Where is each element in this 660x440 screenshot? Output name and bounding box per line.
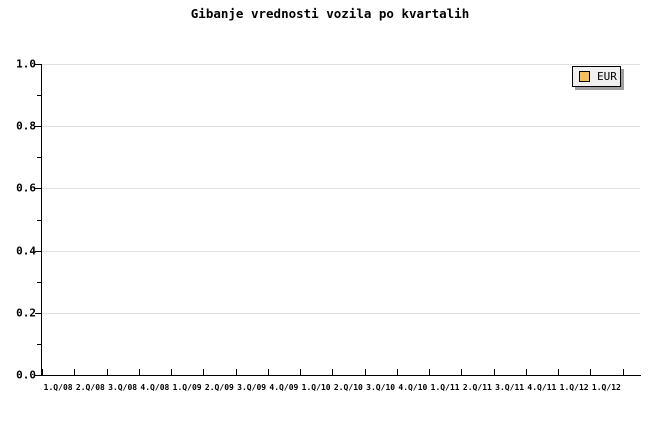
y-axis-label: 0.8: [16, 119, 36, 133]
legend-swatch-eur: [579, 71, 590, 82]
x-axis-label: 4.Q/11: [527, 383, 557, 392]
x-axis-tick: [74, 369, 76, 375]
x-axis-label: 4.Q/08: [140, 383, 170, 392]
x-axis-label: 3.Q/08: [108, 383, 138, 392]
gridline: [42, 312, 640, 314]
x-axis-tick: [267, 369, 269, 375]
y-axis-tick: [35, 312, 41, 314]
x-axis-tick: [171, 369, 172, 375]
y-axis-tick-minor: [37, 281, 41, 283]
x-axis-label: 2.Q/10: [333, 383, 363, 392]
x-axis-label: 4.Q/09: [269, 383, 299, 392]
legend: EUR: [572, 66, 621, 87]
y-axis-label: 1.0: [16, 57, 36, 71]
y-axis-tick-minor: [37, 219, 41, 221]
x-axis-tick: [203, 369, 205, 375]
x-axis-label: 3.Q/11: [495, 383, 525, 392]
x-axis-tick: [300, 369, 301, 375]
y-axis-tick: [35, 188, 41, 190]
y-axis-tick: [35, 126, 41, 128]
x-axis-label: 3.Q/10: [366, 383, 396, 392]
y-axis-label: 0.6: [16, 181, 36, 195]
x-axis-label: 1.Q/10: [301, 383, 331, 392]
y-axis-tick: [35, 375, 41, 376]
y-axis-tick: [35, 250, 41, 252]
x-axis-tick: [590, 369, 592, 375]
x-axis-label: 2.Q/11: [462, 383, 492, 392]
x-axis-label: 3.Q/09: [237, 383, 267, 392]
x-axis-tick: [332, 369, 334, 375]
x-axis-tick: [235, 369, 237, 375]
x-axis-label: 4.Q/10: [398, 383, 428, 392]
y-axis-tick-minor: [37, 95, 41, 97]
gridline: [42, 188, 640, 190]
x-axis-tick: [106, 369, 108, 375]
x-axis-label: 1.Q/11: [430, 383, 460, 392]
x-axis-label: 2.Q/08: [75, 383, 105, 392]
x-axis-tick: [138, 369, 140, 375]
x-axis-tick: [364, 369, 366, 375]
x-axis-label: 1.Q/12: [591, 383, 621, 392]
y-axis-tick-minor: [37, 157, 41, 159]
gridline: [42, 64, 640, 65]
x-axis-label: 1.Q/12: [559, 383, 589, 392]
x-axis-tick: [429, 369, 430, 375]
chart-title: Gibanje vrednosti vozila po kvartalih: [190, 6, 470, 21]
y-axis-tick: [35, 64, 41, 65]
x-axis-tick: [493, 369, 495, 375]
y-axis-label: 0.0: [16, 368, 36, 382]
legend-label-eur: EUR: [597, 70, 617, 83]
y-axis-label: 0.2: [16, 306, 36, 320]
x-axis-tick: [42, 369, 43, 375]
x-axis-tick: [558, 369, 559, 375]
x-axis-tick: [525, 369, 527, 375]
gridline: [42, 250, 640, 252]
y-axis-label: 0.4: [16, 244, 36, 258]
plot-area: [41, 64, 641, 376]
x-axis-label: 1.Q/08: [43, 383, 73, 392]
y-axis-tick-minor: [37, 343, 41, 345]
x-axis-label: 2.Q/09: [204, 383, 234, 392]
x-axis-tick: [461, 369, 463, 375]
x-axis-tick: [622, 369, 624, 375]
x-axis-label: 1.Q/09: [172, 383, 202, 392]
gridline: [42, 126, 640, 128]
x-axis-tick: [396, 369, 398, 375]
